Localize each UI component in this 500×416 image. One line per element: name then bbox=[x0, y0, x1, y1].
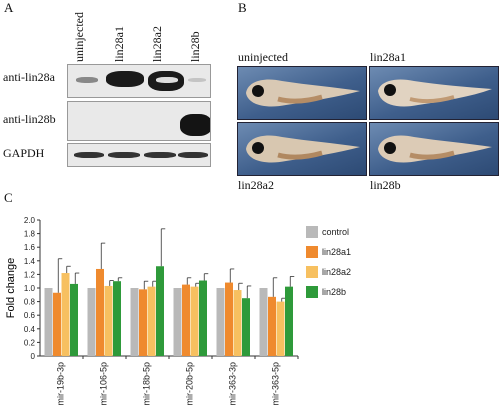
legend-label: lin28a2 bbox=[322, 267, 351, 277]
bar bbox=[96, 268, 104, 356]
chart-legend: control lin28a1 lin28a2 lin28b bbox=[306, 226, 351, 298]
bar bbox=[104, 285, 113, 356]
category-label: mir-20b-5p bbox=[185, 362, 195, 406]
lane-label-uninjected: uninjected bbox=[72, 12, 86, 62]
category-label: mir-18b-5p bbox=[142, 362, 152, 406]
photo-label-lin28a1: lin28a1 bbox=[370, 50, 406, 64]
y-tick-label: 0.2 bbox=[24, 338, 36, 347]
bar bbox=[147, 286, 156, 356]
bar bbox=[225, 282, 233, 356]
row-label-anti-lin28b: anti-lin28b bbox=[3, 112, 56, 126]
y-tick-label: 0 bbox=[31, 352, 36, 361]
legend-swatch bbox=[306, 226, 318, 238]
bar bbox=[130, 288, 139, 356]
panel-c-letter: C bbox=[4, 190, 13, 205]
panel-a-letter: A bbox=[4, 0, 14, 15]
category-label: mir-363-5p bbox=[271, 362, 281, 406]
bar bbox=[156, 266, 164, 356]
category-label: mir-19b-3p bbox=[56, 362, 66, 406]
bar bbox=[182, 284, 190, 356]
band bbox=[180, 114, 210, 136]
band bbox=[106, 71, 144, 87]
lane-label-lin28a1: lin28a1 bbox=[112, 26, 126, 62]
lane-label-lin28a2: lin28a2 bbox=[150, 26, 164, 62]
bar bbox=[173, 288, 182, 356]
photo-label-lin28a2: lin28a2 bbox=[238, 178, 274, 192]
legend-swatch bbox=[306, 266, 318, 278]
row-label-gapdh: GAPDH bbox=[3, 146, 45, 160]
legend-label: lin28a1 bbox=[322, 247, 351, 257]
legend-swatch bbox=[306, 286, 318, 298]
y-tick-label: 1.6 bbox=[24, 243, 36, 252]
photo-label-uninjected: uninjected bbox=[238, 50, 288, 64]
embryo-photo-lin28a2 bbox=[237, 122, 367, 176]
tadpole-image bbox=[378, 135, 492, 163]
bar bbox=[233, 290, 242, 356]
bar bbox=[61, 273, 70, 356]
y-tick-label: 1.2 bbox=[24, 270, 36, 279]
embryo-photo-uninjected bbox=[237, 66, 367, 120]
y-tick-label: 2.0 bbox=[24, 216, 36, 225]
bar bbox=[139, 289, 147, 356]
category-label: mir-363-3p bbox=[228, 362, 238, 406]
embryo-photo-lin28a1 bbox=[369, 66, 499, 120]
row-label-anti-lin28a: anti-lin28a bbox=[3, 70, 55, 84]
bar bbox=[285, 286, 293, 356]
tadpole-image bbox=[246, 135, 360, 163]
band bbox=[74, 152, 104, 158]
plot-area: 0 0.2 0.4 0.6 0.8 1.0 1.2 1.4 1.6 1.8 2.0 mir-19b-3… bbox=[24, 216, 299, 406]
lane-label-lin28b: lin28b bbox=[188, 31, 202, 62]
bar bbox=[216, 288, 225, 356]
blot-anti-lin28a bbox=[67, 64, 211, 98]
legend-label: lin28b bbox=[322, 287, 346, 297]
y-axis-label: Fold change bbox=[5, 258, 17, 319]
legend-label: control bbox=[322, 227, 349, 237]
fold-change-bar-chart: Fold change 0 0.2 0.4 0.6 0.8 1.0 1.2 1.4 1.6 1.8… bbox=[5, 216, 351, 406]
bar bbox=[242, 298, 250, 356]
blot-anti-lin28b bbox=[67, 101, 211, 141]
bar bbox=[44, 288, 53, 356]
y-tick-label: 0.8 bbox=[24, 298, 36, 307]
bar bbox=[276, 301, 285, 356]
band bbox=[144, 152, 176, 158]
y-tick-label: 0.6 bbox=[24, 311, 36, 320]
bar bbox=[113, 281, 121, 356]
band bbox=[188, 78, 206, 82]
bar bbox=[259, 288, 268, 356]
band bbox=[178, 152, 208, 158]
blot-gapdh bbox=[67, 143, 211, 167]
bar bbox=[53, 292, 61, 356]
embryo-photo-lin28b bbox=[369, 122, 499, 176]
y-tick-label: 1.0 bbox=[24, 284, 36, 293]
photo-label-lin28b: lin28b bbox=[370, 178, 401, 192]
y-tick-label: 1.8 bbox=[24, 230, 36, 239]
band bbox=[108, 152, 140, 158]
y-tick-label: 0.4 bbox=[24, 325, 36, 334]
bar bbox=[190, 286, 199, 356]
bar bbox=[268, 296, 276, 356]
category-label: mir-106-5p bbox=[99, 362, 109, 406]
legend-swatch bbox=[306, 246, 318, 258]
band-highlight bbox=[156, 77, 178, 83]
bar bbox=[70, 283, 78, 356]
bar bbox=[87, 288, 96, 356]
band bbox=[76, 77, 98, 83]
tadpole-image bbox=[378, 79, 492, 107]
bar bbox=[199, 280, 207, 356]
panel-b-letter: B bbox=[238, 0, 247, 15]
tadpole-image bbox=[246, 79, 360, 107]
y-tick-label: 1.4 bbox=[24, 257, 36, 266]
